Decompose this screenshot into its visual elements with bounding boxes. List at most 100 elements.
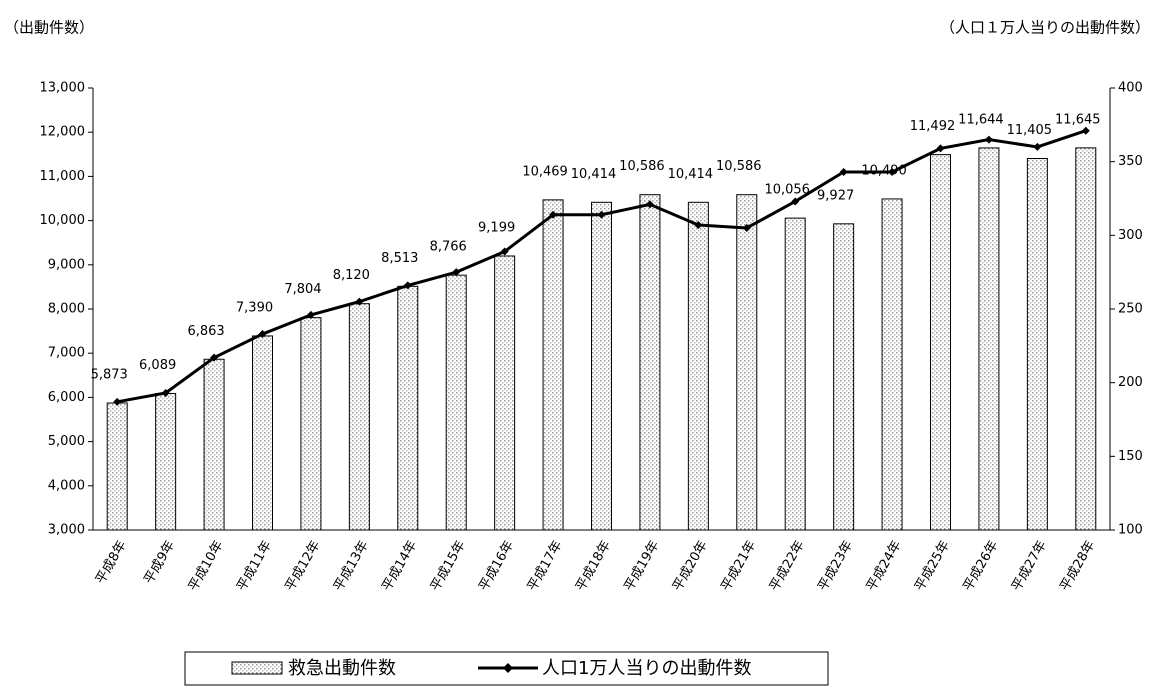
y2-tick-label: 100 (1118, 523, 1143, 538)
marker (161, 388, 170, 397)
y-tick-label: 4,000 (48, 478, 85, 493)
bar (300, 317, 322, 531)
bar (106, 402, 128, 531)
data-label: 10,586 (716, 159, 762, 174)
y-tick-label: 3,000 (48, 523, 85, 538)
x-tick-label: 平成14年 (380, 538, 421, 594)
bar (445, 274, 467, 531)
data-label: 11,492 (910, 119, 956, 134)
legend-label: 人口1万人当りの出動件数 (542, 658, 751, 679)
data-label: 8,766 (430, 240, 467, 255)
marker (113, 397, 122, 406)
marker (597, 210, 606, 219)
data-label: 10,414 (571, 167, 617, 182)
y2-axis-title: （人口１万人当りの出動件数） (940, 19, 1150, 37)
x-tick-label: 平成10年 (186, 538, 227, 594)
marker (791, 197, 800, 206)
x-tick-label: 平成15年 (428, 538, 469, 594)
x-tick-label: 平成19年 (622, 538, 663, 594)
data-label: 11,405 (1007, 123, 1053, 138)
x-tick-label: 平成18年 (573, 538, 614, 594)
y-tick-label: 11,000 (40, 169, 86, 184)
legend-swatch (231, 661, 283, 675)
bar (591, 201, 612, 531)
x-tick-label: 平成24年 (864, 538, 905, 594)
bar (639, 194, 661, 531)
legend-label: 救急出動件数 (288, 658, 396, 679)
marker (839, 167, 848, 176)
y2-tick-label: 300 (1118, 228, 1143, 243)
y-tick-label: 8,000 (48, 302, 85, 317)
y2-tick-label: 250 (1118, 302, 1143, 317)
data-label: 9,927 (817, 188, 854, 203)
y-axis-title: （出動件数） (4, 19, 94, 37)
marker (210, 353, 219, 362)
data-label: 7,390 (236, 300, 273, 315)
x-tick-label: 平成11年 (234, 538, 275, 594)
marker (258, 330, 267, 339)
y-tick-label: 6,000 (48, 390, 85, 405)
data-label: 11,644 (958, 112, 1004, 127)
bar (736, 194, 758, 531)
x-tick-label: 平成13年 (331, 538, 372, 594)
x-tick-label: 平成27年 (1009, 538, 1050, 594)
data-label: 10,414 (668, 167, 714, 182)
x-tick-label: 平成17年 (525, 538, 566, 594)
data-label: 8,120 (333, 268, 370, 283)
bar (1075, 147, 1097, 531)
bar (203, 358, 225, 531)
x-tick-label: 平成16年 (476, 538, 517, 594)
x-tick-label: 平成21年 (719, 538, 760, 594)
bar (881, 198, 903, 531)
marker (645, 200, 654, 209)
y2-tick-label: 150 (1118, 449, 1143, 464)
y-tick-label: 5,000 (48, 434, 85, 449)
x-tick-label: 平成20年 (670, 538, 711, 594)
bar (348, 303, 370, 531)
marker (549, 210, 558, 219)
marker (984, 135, 993, 144)
x-tick-label: 平成8年 (93, 538, 130, 586)
x-tick-label: 平成26年 (961, 538, 1002, 594)
bar (494, 255, 516, 531)
data-label: 10,469 (522, 164, 568, 179)
y2-tick-label: 200 (1118, 375, 1143, 390)
y-tick-label: 13,000 (40, 81, 86, 96)
marker (936, 144, 945, 153)
y-tick-label: 7,000 (48, 346, 85, 361)
data-label: 7,804 (284, 282, 321, 297)
data-label: 5,873 (91, 368, 128, 383)
x-tick-label: 平成23年 (815, 538, 856, 594)
marker (888, 167, 897, 176)
marker (355, 297, 364, 306)
x-tick-label: 平成9年 (142, 538, 179, 586)
x-tick-label: 平成25年 (912, 538, 953, 594)
bar (687, 201, 709, 531)
bar (397, 285, 419, 531)
data-label: 10,056 (764, 183, 810, 198)
bar (930, 154, 951, 531)
y2-tick-label: 400 (1118, 81, 1143, 96)
data-label: 11,645 (1055, 112, 1101, 127)
y2-tick-label: 350 (1118, 154, 1143, 169)
data-label: 6,863 (187, 324, 224, 339)
x-tick-label: 平成28年 (1058, 538, 1099, 594)
bar (784, 217, 806, 531)
marker (500, 247, 509, 256)
legend-marker (503, 663, 513, 673)
data-label: 8,513 (381, 251, 418, 266)
marker (452, 268, 461, 277)
bar (155, 392, 177, 531)
bar (1026, 157, 1048, 531)
y-tick-label: 12,000 (40, 125, 86, 140)
marker (1033, 142, 1042, 151)
marker (1081, 126, 1090, 135)
y-tick-label: 9,000 (48, 257, 85, 272)
bar (542, 199, 564, 531)
marker (742, 223, 751, 232)
y-tick-label: 10,000 (40, 213, 86, 228)
data-label: 10,586 (619, 159, 665, 174)
marker (306, 310, 315, 319)
bar (252, 335, 273, 531)
